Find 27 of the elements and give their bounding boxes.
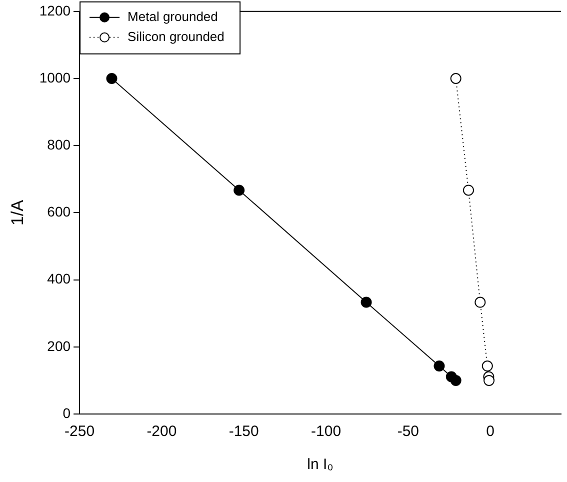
x-tick-label: -50 xyxy=(397,423,420,440)
y-tick-label: 0 xyxy=(62,404,71,421)
x-tick-label: -100 xyxy=(311,423,342,440)
point xyxy=(462,184,474,196)
legend-label: Metal grounded xyxy=(128,8,218,24)
x-tick-label: -200 xyxy=(146,423,177,440)
legend-label: Silicon grounded xyxy=(128,28,224,44)
point xyxy=(434,360,445,372)
x-tick-label: -250 xyxy=(64,423,95,440)
point xyxy=(106,73,118,84)
x-tick-label: -150 xyxy=(228,423,259,440)
y-tick-label: 1200 xyxy=(39,2,71,18)
y-tick-label: 200 xyxy=(47,338,71,354)
point xyxy=(450,73,462,84)
point xyxy=(474,296,486,308)
point xyxy=(484,374,495,386)
y-tick-label: 1000 xyxy=(39,69,71,86)
y-tick-label: 600 xyxy=(47,204,71,220)
y-tick-label: 400 xyxy=(47,270,71,287)
point xyxy=(234,184,245,196)
point xyxy=(450,374,462,386)
point xyxy=(482,360,493,372)
y-tick-label: 800 xyxy=(47,136,71,152)
y-axis-title: 1/A xyxy=(8,199,27,226)
x-axis-title: ln I₀ xyxy=(307,456,334,474)
point xyxy=(360,296,372,308)
x-tick-label: 0 xyxy=(486,423,495,440)
